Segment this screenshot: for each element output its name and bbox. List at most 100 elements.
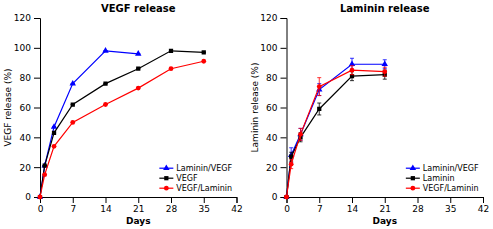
axis-line bbox=[41, 198, 238, 204]
point bbox=[38, 195, 43, 200]
legend-item: VEGF/Laminin bbox=[406, 184, 479, 193]
tick-label: 20 bbox=[266, 163, 278, 173]
point bbox=[289, 162, 294, 167]
plot-area bbox=[37, 47, 206, 199]
error-bar bbox=[289, 160, 293, 169]
series bbox=[37, 47, 142, 199]
tick-mark bbox=[281, 167, 287, 168]
axis-line bbox=[281, 19, 288, 198]
panel: 071421283542020406080100120Laminin relea… bbox=[250, 3, 490, 226]
point bbox=[43, 164, 47, 168]
x-axis-title: Days bbox=[126, 216, 151, 226]
point bbox=[103, 102, 108, 107]
tick-label: 28 bbox=[166, 204, 178, 214]
legend-marker bbox=[411, 176, 415, 180]
tick-label: 7 bbox=[70, 204, 76, 214]
tick-mark bbox=[418, 197, 419, 203]
error-bar bbox=[350, 66, 354, 75]
tick-label: 0 bbox=[272, 192, 278, 202]
tick-label: 120 bbox=[260, 13, 277, 23]
tick-label: 80 bbox=[266, 73, 278, 83]
tick: 80 bbox=[20, 73, 40, 83]
tick-mark bbox=[281, 78, 287, 79]
tick: 100 bbox=[260, 43, 286, 53]
tick-label: 100 bbox=[14, 43, 31, 53]
tick: 42 bbox=[478, 197, 489, 214]
tick-label: 21 bbox=[133, 204, 144, 214]
error-bar bbox=[317, 78, 321, 96]
tick-label: 28 bbox=[412, 204, 424, 214]
tick: 60 bbox=[266, 103, 286, 113]
tick: 14 bbox=[347, 197, 359, 214]
tick: 7 bbox=[70, 197, 76, 214]
series bbox=[38, 59, 207, 200]
point bbox=[136, 86, 141, 91]
tick: 21 bbox=[133, 197, 144, 214]
tick-label: 60 bbox=[20, 103, 32, 113]
line bbox=[287, 70, 385, 197]
point bbox=[201, 59, 206, 64]
point bbox=[382, 69, 387, 74]
legend-label: VEGF/Laminin bbox=[176, 184, 232, 193]
tick-label: 21 bbox=[380, 204, 391, 214]
tick: 42 bbox=[231, 197, 242, 214]
point bbox=[298, 132, 303, 137]
tick-label: 80 bbox=[20, 73, 32, 83]
point bbox=[71, 102, 75, 106]
tick-label: 35 bbox=[445, 204, 456, 214]
series bbox=[38, 49, 206, 199]
axis-line bbox=[287, 198, 484, 204]
legend-item: Laminin bbox=[406, 174, 455, 183]
point bbox=[284, 195, 288, 199]
tick: 0 bbox=[38, 197, 44, 214]
tick-mark bbox=[106, 197, 107, 203]
tick-label: 0 bbox=[38, 204, 44, 214]
tick-mark bbox=[138, 197, 139, 203]
tick: 40 bbox=[20, 133, 40, 143]
line bbox=[40, 51, 138, 197]
tick-mark bbox=[34, 167, 40, 168]
tick-label: 40 bbox=[20, 133, 32, 143]
point bbox=[169, 66, 174, 71]
tick: 7 bbox=[317, 197, 323, 214]
point bbox=[317, 84, 322, 89]
tick-label: 0 bbox=[25, 192, 31, 202]
point bbox=[317, 107, 321, 111]
tick: 35 bbox=[445, 197, 456, 214]
tick: 40 bbox=[266, 133, 286, 143]
series bbox=[283, 58, 388, 199]
tick-label: 20 bbox=[20, 163, 32, 173]
tick-mark bbox=[319, 197, 320, 203]
tick-label: 14 bbox=[100, 204, 112, 214]
tick-mark bbox=[281, 137, 287, 138]
tick: 28 bbox=[166, 197, 178, 214]
legend-marker bbox=[410, 186, 415, 191]
figure: 0 7 14 21 28 35 42 0 20 40 60 80 100 120 VEGF release D… bbox=[0, 0, 493, 229]
tick-mark bbox=[281, 48, 287, 49]
point bbox=[38, 195, 42, 199]
tick-mark bbox=[34, 108, 40, 109]
tick-label: 14 bbox=[347, 204, 359, 214]
tick-label: 0 bbox=[284, 204, 290, 214]
tick-mark bbox=[73, 197, 74, 203]
tick: 14 bbox=[100, 197, 112, 214]
tick-label: 40 bbox=[266, 133, 278, 143]
tick-mark bbox=[34, 78, 40, 79]
plot-clip bbox=[37, 47, 206, 199]
title: VEGF release bbox=[101, 3, 176, 14]
axis-line bbox=[34, 19, 41, 198]
tick-label: 35 bbox=[199, 204, 210, 214]
tick-label: 42 bbox=[231, 204, 242, 214]
legend: Laminin/VEGFLamininVEGF/Laminin bbox=[406, 164, 479, 193]
tick-mark bbox=[34, 18, 40, 19]
line bbox=[40, 61, 204, 197]
point bbox=[202, 50, 206, 54]
point bbox=[169, 49, 173, 53]
error-bar bbox=[383, 67, 387, 76]
legend-item: Laminin/VEGF bbox=[406, 164, 479, 173]
point bbox=[42, 172, 47, 177]
tick-label: 100 bbox=[260, 43, 277, 53]
x-axis-title: Days bbox=[373, 216, 398, 226]
legend-label: VEGF/Laminin bbox=[423, 184, 479, 193]
series bbox=[284, 70, 386, 199]
